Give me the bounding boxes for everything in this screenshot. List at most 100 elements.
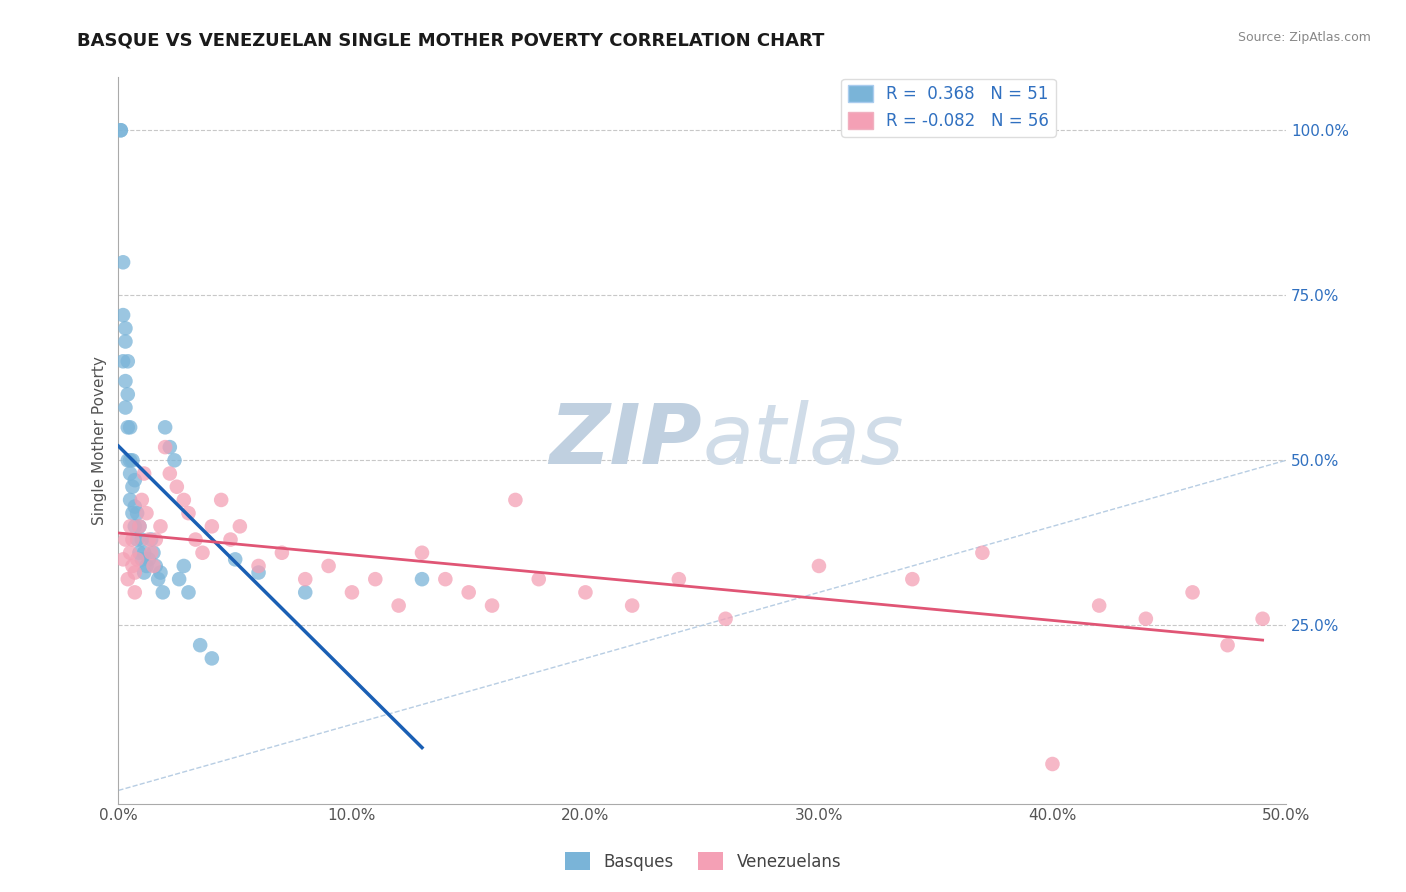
Point — [173, 558, 195, 573]
Point — [1135, 612, 1157, 626]
Point — [972, 546, 994, 560]
Point — [177, 506, 200, 520]
Point — [434, 572, 457, 586]
Point — [294, 572, 316, 586]
Point — [219, 533, 242, 547]
Point — [138, 552, 160, 566]
Point — [121, 533, 143, 547]
Text: BASQUE VS VENEZUELAN SINGLE MOTHER POVERTY CORRELATION CHART: BASQUE VS VENEZUELAN SINGLE MOTHER POVER… — [77, 31, 825, 49]
Point — [134, 566, 156, 580]
Legend: R =  0.368   N = 51, R = -0.082   N = 56: R = 0.368 N = 51, R = -0.082 N = 56 — [841, 78, 1056, 136]
Point — [128, 546, 150, 560]
Point — [145, 533, 167, 547]
Point — [139, 546, 162, 560]
Point — [1216, 638, 1239, 652]
Point — [201, 519, 224, 533]
Point — [128, 519, 150, 533]
Point — [117, 354, 139, 368]
Point — [807, 558, 830, 573]
Point — [668, 572, 690, 586]
Point — [120, 492, 142, 507]
Point — [124, 473, 146, 487]
Point — [527, 572, 550, 586]
Point — [112, 255, 135, 269]
Point — [209, 492, 232, 507]
Point — [114, 533, 136, 547]
Text: Source: ZipAtlas.com: Source: ZipAtlas.com — [1237, 31, 1371, 45]
Point — [121, 453, 143, 467]
Point — [121, 506, 143, 520]
Point — [117, 572, 139, 586]
Point — [714, 612, 737, 626]
Legend: Basques, Venezuelans: Basques, Venezuelans — [557, 844, 849, 880]
Point — [134, 467, 156, 481]
Point — [135, 506, 157, 520]
Point — [1088, 599, 1111, 613]
Point — [229, 519, 252, 533]
Point — [112, 354, 135, 368]
Point — [621, 599, 644, 613]
Point — [270, 546, 292, 560]
Point — [110, 123, 132, 137]
Point — [114, 321, 136, 335]
Point — [142, 558, 165, 573]
Point — [173, 492, 195, 507]
Point — [120, 467, 142, 481]
Point — [159, 467, 181, 481]
Point — [1251, 612, 1274, 626]
Point — [481, 599, 503, 613]
Point — [184, 533, 207, 547]
Point — [114, 334, 136, 349]
Point — [110, 123, 132, 137]
Point — [127, 552, 149, 566]
Point — [149, 566, 172, 580]
Point — [152, 585, 174, 599]
Point — [120, 453, 142, 467]
Point — [135, 558, 157, 573]
Point — [114, 401, 136, 415]
Point — [127, 533, 149, 547]
Point — [364, 572, 387, 586]
Point — [134, 546, 156, 560]
Point — [247, 558, 270, 573]
Point — [114, 374, 136, 388]
Text: ZIP: ZIP — [550, 400, 702, 481]
Text: atlas: atlas — [702, 400, 904, 481]
Point — [901, 572, 924, 586]
Point — [127, 506, 149, 520]
Point — [131, 533, 153, 547]
Point — [411, 572, 433, 586]
Point — [505, 492, 527, 507]
Point — [131, 552, 153, 566]
Point — [177, 585, 200, 599]
Point — [294, 585, 316, 599]
Point — [224, 552, 246, 566]
Point — [166, 480, 188, 494]
Point — [121, 558, 143, 573]
Point — [247, 566, 270, 580]
Point — [117, 453, 139, 467]
Point — [163, 453, 186, 467]
Point — [340, 585, 363, 599]
Point — [167, 572, 190, 586]
Point — [112, 552, 135, 566]
Point — [117, 420, 139, 434]
Point — [120, 519, 142, 533]
Point — [457, 585, 479, 599]
Point — [153, 440, 176, 454]
Point — [318, 558, 340, 573]
Point — [1181, 585, 1204, 599]
Y-axis label: Single Mother Poverty: Single Mother Poverty — [93, 356, 107, 525]
Point — [124, 519, 146, 533]
Point — [124, 500, 146, 514]
Point — [145, 558, 167, 573]
Point — [124, 566, 146, 580]
Point — [201, 651, 224, 665]
Point — [128, 519, 150, 533]
Point — [153, 420, 176, 434]
Point — [149, 519, 172, 533]
Point — [159, 440, 181, 454]
Point — [1042, 757, 1064, 772]
Point — [117, 387, 139, 401]
Point — [139, 533, 162, 547]
